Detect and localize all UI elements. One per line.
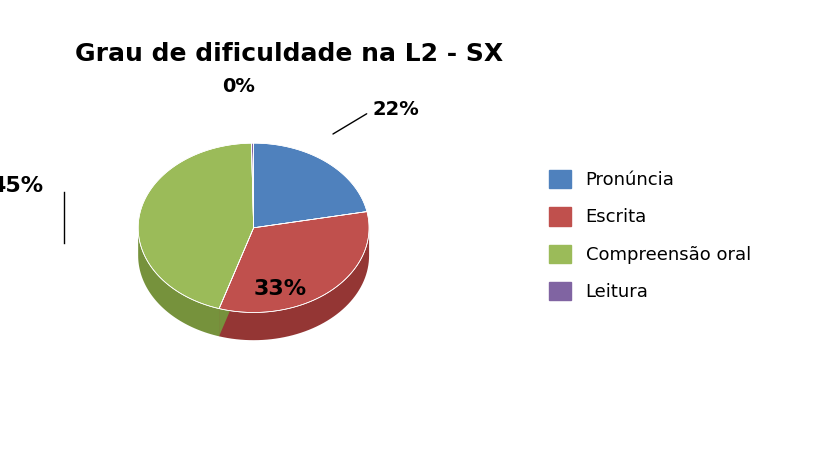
Text: 0%: 0% — [222, 77, 255, 96]
Polygon shape — [219, 228, 254, 336]
Polygon shape — [219, 228, 369, 340]
Text: 22%: 22% — [372, 100, 419, 119]
Polygon shape — [219, 211, 369, 312]
Polygon shape — [138, 228, 219, 336]
Text: 45%: 45% — [0, 176, 42, 196]
Polygon shape — [251, 143, 254, 228]
Polygon shape — [254, 143, 367, 228]
Polygon shape — [138, 143, 254, 309]
Text: 33%: 33% — [253, 279, 306, 300]
Legend: Pronúncia, Escrita, Compreensão oral, Leitura: Pronúncia, Escrita, Compreensão oral, Le… — [542, 162, 758, 309]
Polygon shape — [219, 228, 254, 336]
Text: Grau de dificuldade na L2 - SX: Grau de dificuldade na L2 - SX — [75, 42, 503, 66]
